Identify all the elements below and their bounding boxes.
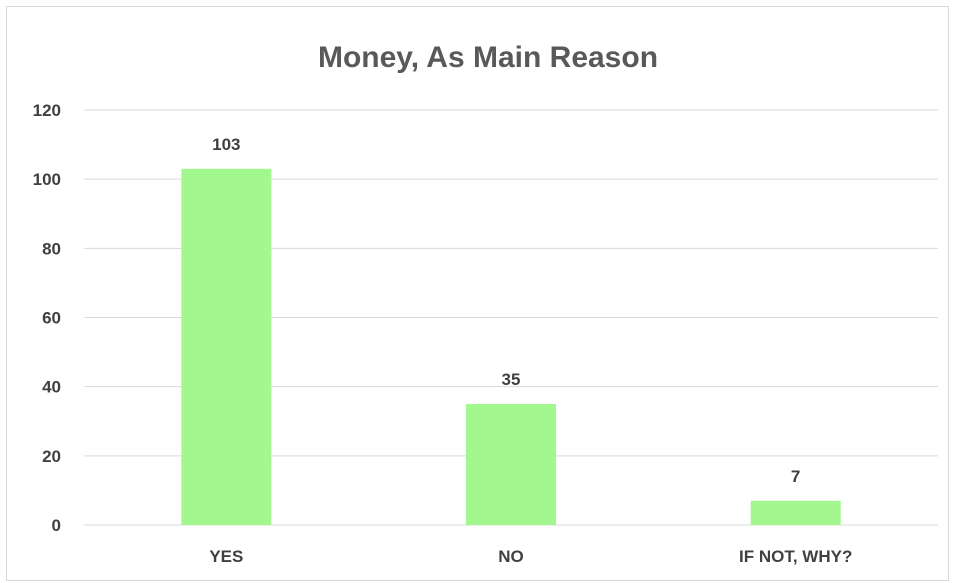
data-labels: 103 35 7	[212, 135, 800, 486]
x-category-label: YES	[209, 547, 243, 566]
y-tick-label: 120	[33, 101, 61, 120]
bars	[181, 168, 841, 525]
bar	[750, 500, 841, 525]
y-tick-label: 40	[42, 378, 61, 397]
y-tick-label: 80	[42, 239, 61, 258]
y-tick-label: 0	[52, 516, 61, 535]
y-tick-label: 60	[42, 309, 61, 328]
data-label: 7	[791, 467, 800, 486]
y-axis-ticks: 0 20 40 60 80 100 120	[33, 101, 61, 535]
chart-title: Money, As Main Reason	[318, 41, 658, 74]
bar	[181, 168, 272, 525]
x-category-label: IF NOT, WHY?	[739, 547, 852, 566]
x-axis-categories: YES NO IF NOT, WHY?	[209, 547, 852, 566]
y-tick-label: 20	[42, 447, 61, 466]
bar	[466, 403, 556, 525]
x-category-label: NO	[498, 547, 524, 566]
data-label: 103	[212, 135, 240, 154]
y-tick-label: 100	[33, 170, 61, 189]
data-label: 35	[502, 370, 521, 389]
